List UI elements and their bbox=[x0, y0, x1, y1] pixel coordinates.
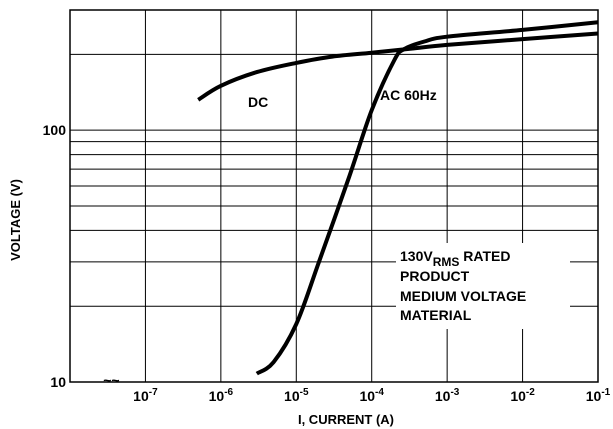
series-layer bbox=[197, 20, 599, 376]
annotation-box bbox=[396, 243, 570, 329]
annotation-line-4: MATERIAL bbox=[400, 307, 472, 323]
series-label-ac: AC 60Hz bbox=[380, 87, 437, 103]
annotation-subscript: RMS bbox=[433, 255, 460, 269]
x-axis-title: I, CURRENT (A) bbox=[298, 412, 394, 427]
plot-frame bbox=[69, 9, 599, 383]
y-tick-label: 10 bbox=[50, 374, 66, 390]
tick-labels: 10-7 10-6 10-5 10-4 10-3 10-2 10-1 10 100 bbox=[43, 122, 611, 404]
axis-break-symbol: ~~ bbox=[103, 372, 119, 388]
x-tick-label: 10-4 bbox=[359, 387, 384, 404]
x-tick-label: 10-2 bbox=[510, 387, 535, 404]
annotation-prefix: 130V bbox=[400, 248, 433, 264]
x-tick-label: 10-3 bbox=[435, 387, 460, 404]
x-tick-label: 10-6 bbox=[209, 387, 234, 404]
series-line-dc bbox=[197, 31, 599, 102]
series-line-ac bbox=[255, 20, 599, 376]
x-tick-label: 10-1 bbox=[586, 387, 611, 404]
annotation-line-3: MEDIUM VOLTAGE bbox=[400, 288, 526, 304]
grid-lines bbox=[69, 9, 599, 383]
annotation-line-2: PRODUCT bbox=[400, 268, 470, 284]
annotation-line1-suffix: RATED bbox=[459, 248, 510, 264]
series-label-dc: DC bbox=[248, 94, 268, 110]
y-axis-title: VOLTAGE (V) bbox=[8, 179, 23, 261]
annotation-line-1: 130VRMS RATED bbox=[400, 248, 510, 269]
plot-border bbox=[69, 9, 599, 383]
x-tick-label: 10-5 bbox=[284, 387, 309, 404]
x-tick-label: 10-7 bbox=[133, 387, 158, 404]
annotation-background bbox=[396, 243, 570, 329]
y-tick-label: 100 bbox=[43, 122, 67, 138]
